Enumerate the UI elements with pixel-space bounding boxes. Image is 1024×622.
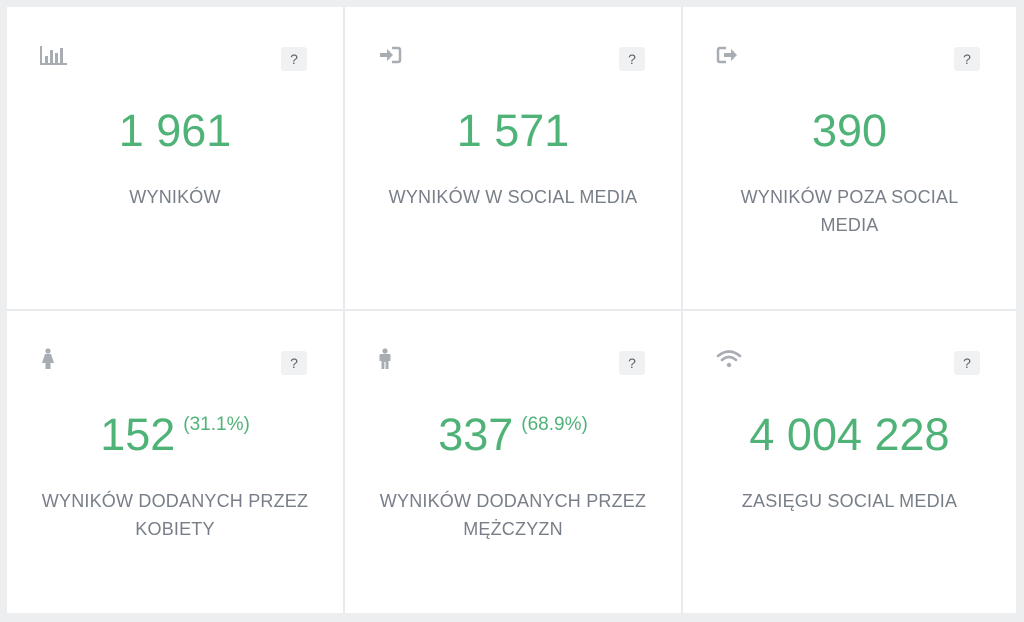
stat-card-reach: ? 4 004 228 ZASIĘGU SOCIAL MEDIA	[683, 311, 1016, 613]
stat-value: 4 004 228	[749, 409, 950, 460]
female-icon	[40, 347, 70, 371]
stats-grid: ? 1 961 WYNIKÓW ? 1 571 WYNIKÓW W SOCIAL…	[7, 7, 1016, 613]
stat-label: WYNIKÓW W SOCIAL MEDIA	[388, 187, 638, 207]
stat-card-women: ? 152 (31.1%) WYNIKÓW DODANYCH PRZEZ KOBI…	[7, 311, 343, 613]
stat-value: 390	[811, 105, 888, 156]
male-icon	[378, 347, 408, 371]
stat-percentage: (31.1%)	[183, 414, 250, 435]
stat-label: WYNIKÓW	[129, 187, 221, 207]
help-button[interactable]: ?	[281, 47, 307, 71]
stat-value-wrap: 337 (68.9%)	[345, 409, 681, 461]
stat-value-wrap: 390	[683, 105, 1016, 157]
help-button[interactable]: ?	[619, 351, 645, 375]
stat-label: WYNIKÓW POZA SOCIAL MEDIA	[740, 187, 959, 235]
wifi-icon	[716, 347, 746, 371]
bar-chart-icon	[40, 43, 70, 67]
stat-label: WYNIKÓW DODANYCH PRZEZ MĘŻCZYZN	[379, 491, 647, 539]
stat-value: 1 571	[456, 105, 570, 156]
stat-percentage: (68.9%)	[521, 414, 588, 435]
help-button[interactable]: ?	[281, 351, 307, 375]
sign-in-icon	[378, 43, 408, 67]
stat-label: WYNIKÓW DODANYCH PRZEZ KOBIETY	[41, 491, 309, 539]
stat-card-social-media: ? 1 571 WYNIKÓW W SOCIAL MEDIA	[345, 7, 681, 309]
sign-out-icon	[716, 43, 746, 67]
stat-label: ZASIĘGU SOCIAL MEDIA	[741, 491, 958, 511]
stat-value: 152	[100, 409, 176, 460]
help-button[interactable]: ?	[954, 351, 980, 375]
stat-value-wrap: 152 (31.1%)	[7, 409, 343, 461]
stat-card-men: ? 337 (68.9%) WYNIKÓW DODANYCH PRZEZ MĘŻC…	[345, 311, 681, 613]
stat-card-results: ? 1 961 WYNIKÓW	[7, 7, 343, 309]
stat-card-outside-social-media: ? 390 WYNIKÓW POZA SOCIAL MEDIA	[683, 7, 1016, 309]
stat-value-wrap: 4 004 228	[683, 409, 1016, 461]
stat-value-wrap: 1 961	[7, 105, 343, 157]
help-button[interactable]: ?	[619, 47, 645, 71]
help-button[interactable]: ?	[954, 47, 980, 71]
stat-value: 337	[438, 409, 514, 460]
stat-value: 1 961	[118, 105, 232, 156]
stat-value-wrap: 1 571	[345, 105, 681, 157]
